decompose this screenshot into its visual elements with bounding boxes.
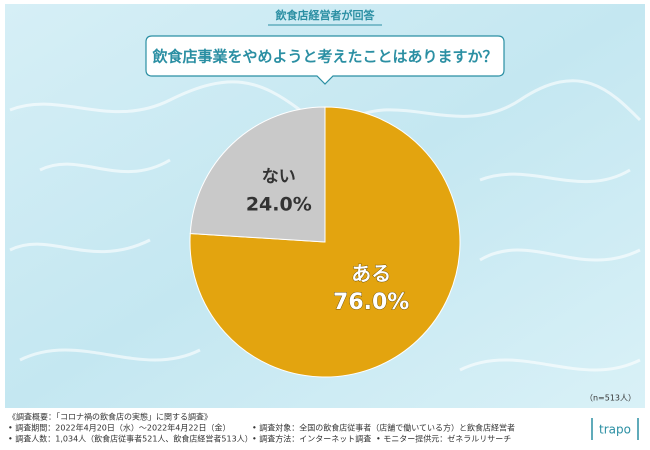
pie: ある 76.0% ない 24.0%	[189, 106, 461, 378]
footer-item: • 調査方法：インターネット調査	[252, 434, 371, 444]
logo: trapo	[599, 423, 631, 437]
footer-item: • 調査期間：2022年4月20日（水）〜2022年4月22日（金）	[8, 423, 231, 433]
slice-label: ない	[262, 167, 296, 187]
footer-item: • 調査対象：全国の飲食店従事者（店舗で働いている方）と飲食店経営者	[252, 423, 515, 433]
pie-slice	[189, 106, 326, 243]
water-pattern	[9, 79, 642, 372]
slice-value-label: 76.0%	[333, 290, 409, 315]
footer-heading: 《調査概要：「コロナ禍の飲食店の実態」に関する調査》	[8, 412, 212, 422]
header: 飲食店経営者が回答	[275, 8, 376, 22]
sample-note: （n=513人）	[585, 394, 636, 403]
chart-title: 飲食店事業をやめようと考えたことはありますか？	[151, 48, 497, 66]
slice-label: ある	[351, 262, 391, 286]
footer-item: • モニター提供元：ゼネラルリサーチ	[376, 434, 511, 444]
slice-value-label: 24.0%	[246, 193, 312, 215]
footer-item: • 調査人数：1,034人（飲食店従事者521人、飲食店経営者513人）	[8, 434, 253, 444]
logo-frame	[591, 418, 639, 440]
title-bubble	[145, 35, 505, 85]
